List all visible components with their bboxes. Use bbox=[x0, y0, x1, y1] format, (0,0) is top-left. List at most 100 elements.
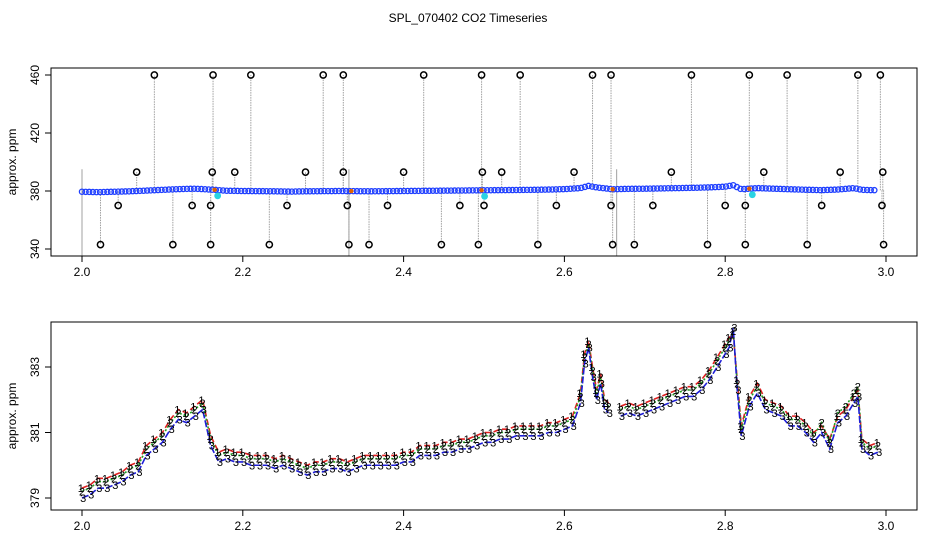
detail-series-marker-3: 3 bbox=[458, 444, 464, 456]
raw-data-point bbox=[704, 184, 712, 191]
detail-series-marker-3: 3 bbox=[370, 460, 376, 472]
detail-series-marker-3: 3 bbox=[546, 428, 552, 440]
raw-data-point bbox=[845, 185, 853, 192]
detail-series-marker-2: 2 bbox=[859, 437, 865, 449]
raw-data-point bbox=[719, 183, 726, 191]
detail-series-line-1 bbox=[620, 332, 879, 447]
detail-series-marker-3: 3 bbox=[643, 408, 649, 420]
raw-data-point bbox=[766, 185, 773, 192]
raw-data-point bbox=[252, 187, 259, 195]
detail-series-marker-3: 3 bbox=[764, 405, 770, 417]
raw-data-point bbox=[176, 185, 183, 193]
detail-series-marker-2: 2 bbox=[256, 454, 262, 466]
raw-data-point bbox=[317, 187, 325, 195]
detail-series-marker-3: 3 bbox=[410, 457, 416, 469]
detail-series-marker-2: 2 bbox=[95, 477, 101, 489]
detail-series-marker-3: 3 bbox=[538, 431, 544, 443]
detail-series-marker-2: 2 bbox=[505, 428, 511, 440]
raw-data-point bbox=[552, 186, 560, 193]
detail-series-line-1 bbox=[81, 340, 610, 489]
raw-data-point bbox=[842, 185, 849, 193]
raw-y-axis-label: approx. ppm bbox=[5, 129, 19, 196]
raw-outlier-point bbox=[339, 71, 348, 79]
raw-spike-lines bbox=[81, 75, 885, 256]
raw-data-point bbox=[129, 187, 136, 195]
detail-series-marker-1: 1 bbox=[520, 421, 526, 433]
detail-series-marker-3: 3 bbox=[856, 391, 862, 403]
detail-series-marker-3: 3 bbox=[169, 424, 175, 436]
raw-data-point bbox=[143, 187, 151, 194]
detail-series-marker-2: 2 bbox=[232, 450, 238, 462]
raw-outlier-point bbox=[419, 71, 428, 79]
detail-series-marker-2: 2 bbox=[111, 473, 117, 485]
detail-series-marker-2: 2 bbox=[425, 444, 431, 456]
raw-y-axis: 340 380 420 460 bbox=[28, 65, 51, 259]
raw-data-point bbox=[198, 185, 205, 193]
detail-y-tick-label: 381 bbox=[28, 422, 42, 442]
raw-data-point bbox=[483, 186, 491, 194]
detail-series-marker-3: 3 bbox=[185, 418, 191, 430]
detail-series-marker-1: 1 bbox=[263, 450, 269, 462]
raw-data-point bbox=[596, 184, 603, 191]
raw-data-point bbox=[122, 188, 129, 195]
detail-series-marker-3: 3 bbox=[563, 424, 569, 436]
raw-flag-point bbox=[349, 188, 354, 194]
detail-series-marker-2: 2 bbox=[521, 424, 527, 436]
detail-series-marker-2: 2 bbox=[642, 401, 648, 413]
raw-data-point bbox=[570, 185, 578, 192]
detail-series-marker-3: 3 bbox=[233, 457, 239, 469]
detail-series-marker-2: 2 bbox=[417, 444, 423, 456]
detail-series-marker-1: 1 bbox=[681, 382, 687, 394]
detail-series-marker-1: 1 bbox=[544, 418, 550, 430]
detail-series-marker-1: 1 bbox=[198, 395, 204, 407]
raw-data-point bbox=[520, 186, 527, 194]
detail-series-marker-1: 1 bbox=[713, 352, 719, 364]
detail-series-marker-3: 3 bbox=[265, 460, 271, 472]
detail-series-line-2 bbox=[81, 343, 610, 493]
raw-data-point bbox=[436, 187, 444, 194]
detail-series-marker-3: 3 bbox=[530, 431, 536, 443]
detail-series-marker-1: 1 bbox=[858, 434, 864, 446]
detail-series-marker-2: 2 bbox=[754, 382, 760, 394]
detail-series-marker-1: 1 bbox=[399, 447, 405, 459]
raw-data-point bbox=[158, 186, 165, 194]
detail-y-tick-label: 379 bbox=[28, 488, 42, 508]
detail-series-marker-1: 1 bbox=[737, 421, 743, 433]
raw-data-point bbox=[824, 186, 831, 194]
raw-data-point bbox=[368, 188, 375, 195]
raw-data-point bbox=[664, 185, 672, 192]
raw-data-point bbox=[473, 187, 480, 194]
detail-series-marker-1: 1 bbox=[134, 457, 140, 469]
raw-outlier-point bbox=[383, 201, 392, 210]
raw-x-tick-label: 2.4 bbox=[395, 265, 412, 279]
raw-data-point bbox=[693, 184, 701, 191]
detail-series-marker-1: 1 bbox=[825, 434, 831, 446]
raw-data-point bbox=[820, 186, 827, 194]
raw-data-point bbox=[755, 184, 762, 192]
raw-data-point bbox=[360, 187, 368, 195]
raw-x-tick-label: 2.0 bbox=[74, 265, 91, 279]
detail-series-marker-2: 2 bbox=[376, 454, 382, 466]
raw-data-point bbox=[563, 185, 571, 193]
detail-series-marker-1: 1 bbox=[761, 395, 767, 407]
raw-data-point bbox=[433, 187, 440, 194]
raw-outlier-point bbox=[301, 168, 310, 176]
detail-series-marker-3: 3 bbox=[353, 464, 359, 476]
detail-y-tick-label: 383 bbox=[28, 357, 42, 377]
detail-series-line-2 bbox=[620, 330, 879, 450]
detail-series-marker-3: 3 bbox=[337, 464, 343, 476]
raw-data-point bbox=[679, 184, 686, 192]
detail-series-marker-1: 1 bbox=[649, 395, 655, 407]
raw-data-point bbox=[440, 187, 448, 194]
raw-data-point bbox=[205, 186, 212, 193]
detail-series-marker-3: 3 bbox=[755, 388, 761, 400]
raw-data-point bbox=[151, 186, 158, 194]
raw-outlier-point bbox=[319, 71, 328, 79]
detail-series-marker-1: 1 bbox=[536, 421, 542, 433]
raw-outlier-point bbox=[206, 201, 215, 210]
detail-series-marker-3: 3 bbox=[675, 395, 681, 407]
raw-x-axis: 2.0 2.2 2.4 2.6 2.8 3.0 bbox=[74, 256, 895, 279]
detail-series-marker-1: 1 bbox=[793, 411, 799, 423]
detail-series-marker-2: 2 bbox=[738, 424, 744, 436]
